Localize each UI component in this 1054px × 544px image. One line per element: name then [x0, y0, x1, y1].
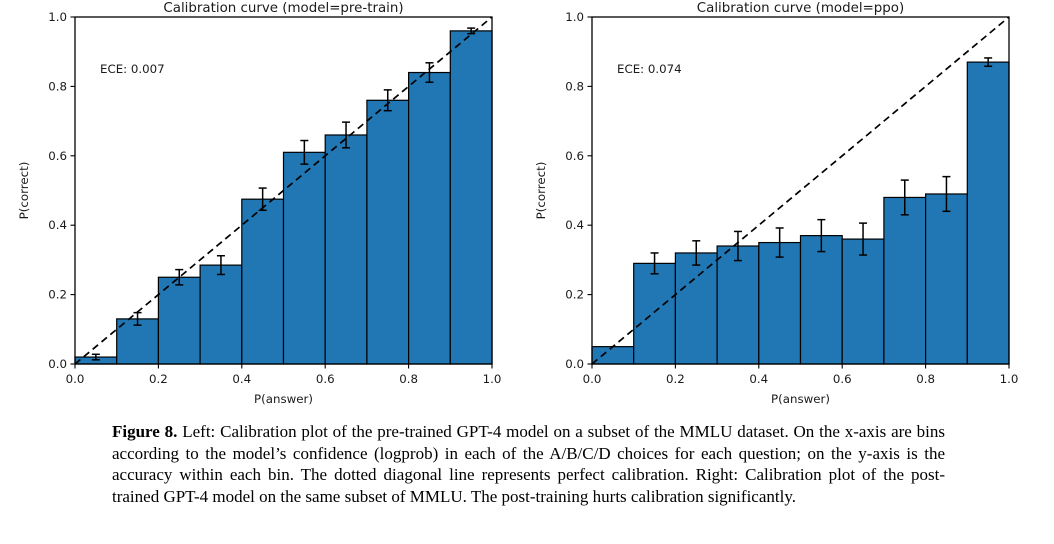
calibration-bar	[199, 264, 243, 365]
plot-border	[74, 16, 493, 365]
calibration-bar	[366, 99, 410, 365]
pretrain-chart-cell: 0.0 0.2 0.4 0.6 0.8 1.0 0.0 0.2 0.4 0.6 0.8 1.0 Cali…	[0, 0, 527, 412]
y-axis-label: P(correct)	[534, 162, 548, 220]
error-bar	[942, 175, 951, 213]
x-tick-label: 0.0	[583, 372, 602, 386]
calibration-bar	[966, 61, 1010, 365]
calibration-bar	[925, 193, 968, 365]
y-tick-label: 1.0	[565, 10, 584, 24]
chart-title: Calibration curve (model=ppo)	[697, 1, 904, 16]
pretrain-calibration-chart: 0.0 0.2 0.4 0.6 0.8 1.0 0.0 0.2 0.4 0.6 0.8 1.0 Cali…	[17, 1, 502, 406]
error-bar	[984, 57, 993, 68]
error-bar	[300, 139, 309, 165]
y-tick-label: 0.8	[565, 79, 584, 93]
caption-text: Left: Calibration plot of the pre-traine…	[112, 422, 945, 506]
x-tick-label: 0.2	[666, 372, 685, 386]
perfect-calibration-diagonal	[74, 16, 493, 365]
y-tick-label: 0.2	[565, 288, 584, 302]
perfect-calibration-diagonal	[591, 16, 1010, 365]
x-tick-label: 0.2	[149, 372, 168, 386]
error-bar	[817, 218, 826, 253]
error-bar	[258, 187, 267, 212]
x-tick-label: 1.0	[1000, 372, 1019, 386]
error-bar	[425, 62, 434, 83]
calibration-bar	[674, 252, 718, 365]
x-tick-label: 0.4	[232, 372, 251, 386]
y-tick-label: 0.4	[565, 218, 584, 232]
x-tick-label: 0.4	[749, 372, 768, 386]
x-tick-label: 0.8	[399, 372, 418, 386]
chart-title: Calibration curve (model=pre-train)	[163, 1, 403, 16]
ppo-calibration-chart: 0.0 0.2 0.4 0.6 0.8 1.0 0.0 0.2 0.4 0.6 0.8 1.0 Cali…	[534, 1, 1019, 406]
error-bar	[91, 353, 100, 361]
calibration-bar	[449, 30, 493, 365]
error-bar	[467, 27, 476, 35]
ece-annotation: ECE: 0.007	[100, 62, 165, 76]
error-bar	[216, 254, 225, 276]
calibration-bar	[799, 235, 843, 365]
calibration-bar	[408, 71, 451, 365]
x-axis-label: P(answer)	[771, 392, 830, 406]
calibration-bar	[282, 151, 326, 365]
error-bar	[175, 268, 184, 286]
calibration-bar	[591, 346, 635, 365]
figure-caption: Figure 8. Left: Calibration plot of the …	[112, 421, 945, 507]
error-bar	[859, 222, 868, 256]
y-axis-label: P(correct)	[17, 162, 31, 220]
error-bar	[692, 240, 701, 266]
y-tick-label: 1.0	[48, 10, 67, 24]
x-tick-label: 0.0	[66, 372, 85, 386]
error-bar	[900, 179, 909, 216]
calibration-charts-row: 0.0 0.2 0.4 0.6 0.8 1.0 0.0 0.2 0.4 0.6 0.8 1.0 Cali…	[0, 0, 1054, 412]
calibration-bar	[324, 134, 368, 365]
calibration-bar	[241, 198, 285, 365]
error-bar	[383, 89, 392, 112]
y-tick-label: 0.2	[48, 288, 67, 302]
calibration-bar	[633, 262, 676, 365]
ppo-chart-cell: 0.0 0.2 0.4 0.6 0.8 1.0 0.0 0.2 0.4 0.6 0.8 1.0 Cali…	[527, 0, 1054, 412]
error-bar	[650, 252, 659, 275]
x-tick-label: 0.8	[916, 372, 935, 386]
calibration-bar	[716, 245, 760, 365]
x-axis-label: P(answer)	[254, 392, 313, 406]
error-bar	[342, 121, 351, 149]
error-bar	[133, 311, 142, 326]
y-tick-label: 0.6	[48, 149, 67, 163]
caption-figure-label: Figure 8.	[112, 422, 178, 441]
y-tick-label: 0.4	[48, 218, 67, 232]
x-tick-label: 0.6	[316, 372, 335, 386]
y-tick-label: 0.8	[48, 79, 67, 93]
error-bar	[733, 230, 742, 262]
calibration-bar	[758, 241, 802, 365]
x-tick-label: 0.6	[833, 372, 852, 386]
calibration-bar	[841, 238, 885, 365]
plot-border	[591, 16, 1010, 365]
x-tick-label: 1.0	[483, 372, 502, 386]
y-tick-label: 0.0	[48, 357, 67, 371]
y-tick-label: 0.0	[565, 357, 584, 371]
error-bar	[775, 227, 784, 258]
ece-annotation: ECE: 0.074	[617, 62, 682, 76]
y-tick-label: 0.6	[565, 149, 584, 163]
calibration-bar	[883, 196, 927, 365]
